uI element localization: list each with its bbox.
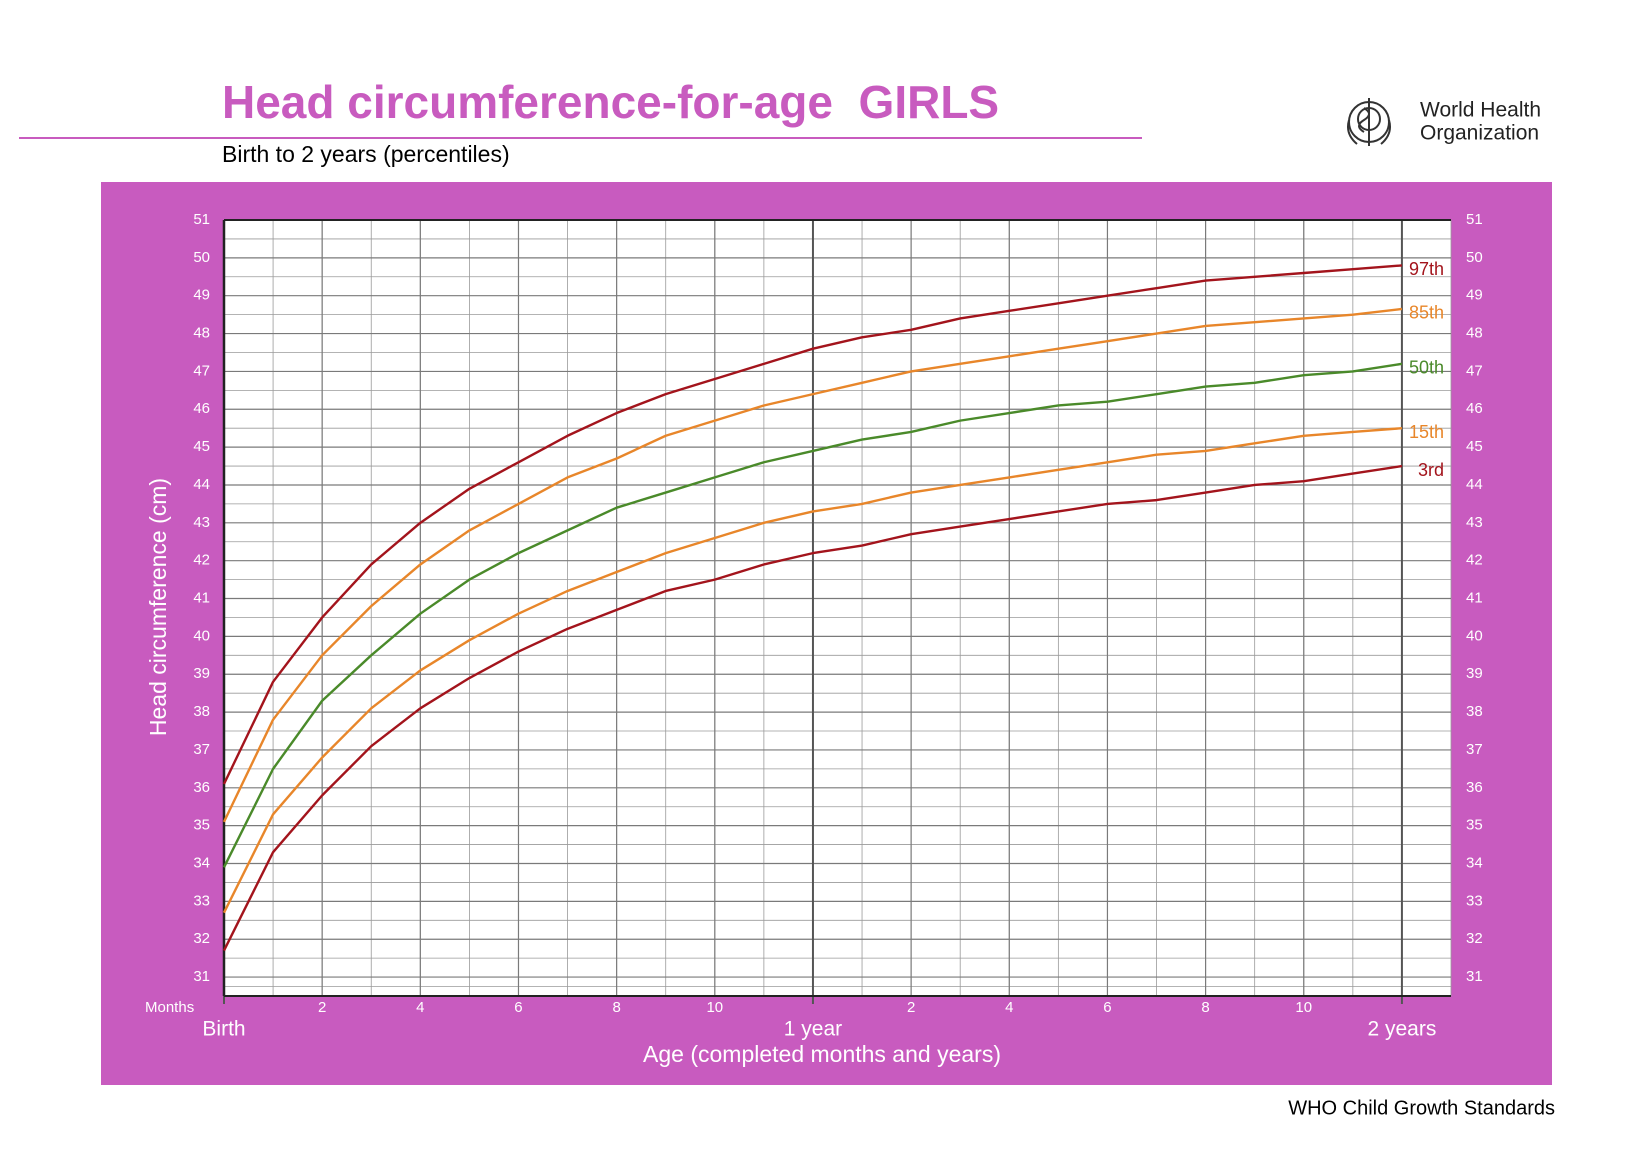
x-major-label: 1 year: [784, 1018, 842, 1041]
y-tick-label: 48: [193, 325, 210, 342]
x-major-label: Birth: [202, 1018, 245, 1041]
percentile-line: [222, 307, 1403, 823]
y-tick-label: 41: [193, 590, 210, 607]
x-tick-label: 4: [416, 999, 424, 1016]
y-tick-label: 50: [1466, 249, 1483, 266]
org-name: World Health: [1420, 99, 1541, 122]
y-tick-label: 33: [1466, 892, 1483, 909]
percentile-line: [222, 464, 1403, 952]
y-tick-label: 48: [1466, 325, 1483, 342]
x-tick-label: 2: [907, 999, 915, 1016]
x-axis-label: Age (completed months and years): [643, 1041, 1001, 1067]
series-label: 85th: [1409, 303, 1444, 323]
y-tick-label: 37: [193, 741, 210, 758]
x-tick-label: 2: [318, 999, 326, 1016]
y-tick-label: 44: [193, 476, 210, 493]
x-unit-label: Months: [145, 999, 194, 1016]
y-tick-label: 44: [1466, 476, 1483, 493]
y-tick-label: 36: [193, 779, 210, 796]
series-label: 97th: [1409, 259, 1444, 279]
y-tick-label: 34: [193, 854, 210, 871]
y-tick-label: 51: [1466, 211, 1483, 228]
y-tick-label: 51: [193, 211, 210, 228]
y-tick-label: 36: [1466, 779, 1483, 796]
y-tick-label: 39: [1466, 665, 1483, 682]
y-tick-label: 38: [193, 703, 210, 720]
x-tick-label: 8: [1201, 999, 1209, 1016]
y-tick-label: 45: [193, 438, 210, 455]
y-tick-label: 47: [1466, 362, 1483, 379]
x-tick-label: 8: [612, 999, 620, 1016]
org-name: Organization: [1420, 122, 1539, 145]
chart-title: Head circumference-for-age GIRLS: [222, 76, 999, 128]
series-label: 3rd: [1418, 460, 1444, 480]
x-tick-label: 6: [1103, 999, 1111, 1016]
y-tick-label: 35: [193, 817, 210, 834]
y-tick-label: 46: [193, 400, 210, 417]
x-tick-label: 6: [514, 999, 522, 1016]
y-tick-label: 49: [1466, 287, 1483, 304]
y-tick-label: 42: [1466, 552, 1483, 569]
y-tick-label: 45: [1466, 438, 1483, 455]
y-tick-label: 43: [1466, 514, 1483, 531]
y-tick-label: 47: [193, 362, 210, 379]
y-tick-label: 32: [1466, 930, 1483, 947]
x-tick-label: 10: [706, 999, 723, 1016]
y-tick-label: 35: [1466, 817, 1483, 834]
percentile-line: [222, 264, 1403, 785]
y-tick-label: 39: [193, 665, 210, 682]
y-tick-label: 37: [1466, 741, 1483, 758]
series-label: 15th: [1409, 422, 1444, 442]
y-tick-label: 40: [1466, 627, 1483, 644]
y-tick-label: 31: [193, 968, 210, 985]
y-axis-label: Head circumference (cm): [145, 478, 171, 736]
y-tick-label: 31: [1466, 968, 1483, 985]
y-tick-label: 38: [1466, 703, 1483, 720]
footer: WHO Child Growth Standards: [1288, 1097, 1555, 1119]
percentile-line: [222, 426, 1403, 914]
y-tick-label: 32: [193, 930, 210, 947]
y-tick-label: 41: [1466, 590, 1483, 607]
x-tick-label: 10: [1295, 999, 1312, 1016]
y-tick-label: 34: [1466, 854, 1483, 871]
x-major-label: 2 years: [1367, 1018, 1436, 1041]
y-tick-label: 33: [193, 892, 210, 909]
percentile-line: [222, 362, 1403, 868]
y-tick-label: 49: [193, 287, 210, 304]
x-tick-label: 4: [1005, 999, 1013, 1016]
y-tick-label: 46: [1466, 400, 1483, 417]
series-label: 50th: [1409, 358, 1444, 378]
plot-area: [224, 220, 1451, 996]
y-tick-label: 50: [193, 249, 210, 266]
y-tick-label: 43: [193, 514, 210, 531]
y-tick-label: 40: [193, 627, 210, 644]
y-tick-label: 42: [193, 552, 210, 569]
chart-subtitle: Birth to 2 years (percentiles): [222, 141, 510, 167]
who-logo: [1347, 98, 1391, 146]
